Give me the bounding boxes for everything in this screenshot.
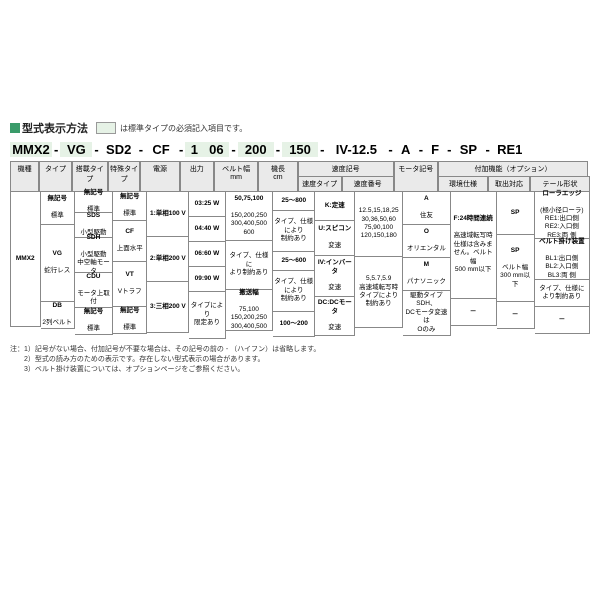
table-cell: VG蛇行レス — [41, 225, 75, 302]
model-seg: - — [274, 142, 282, 157]
table-cell: 03:25 W — [189, 192, 225, 217]
table-cell: 3:三相200 V — [147, 282, 189, 333]
table-cell: － — [451, 299, 497, 326]
table-cell: DB2列ベルト — [41, 302, 75, 329]
col-header: 出力 — [180, 161, 214, 192]
table-cell: 25～600 — [273, 252, 315, 271]
page-title: 型式表示方法 — [22, 120, 88, 136]
model-seg: VG — [60, 142, 92, 157]
note-2: 2）型式の読み方のための表示です。存在しない型式表示の場合があります。 — [10, 355, 590, 365]
model-seg: 1 — [185, 142, 203, 157]
table-cell: Oオリエンタル — [403, 225, 451, 258]
legend-text: は標準タイプの必須記入項目です。 — [120, 123, 247, 134]
table-cell: A住友 — [403, 192, 451, 225]
note-3: 3）ベルト掛け装置については、オプションページをご参照ください。 — [10, 365, 590, 375]
col-header: 機種 — [10, 161, 39, 192]
table-cell: Mパナソニック — [403, 258, 451, 291]
model-seg: - — [483, 142, 491, 157]
col-header: 速度番号 — [342, 176, 394, 192]
table-cell: 06:60 W — [189, 242, 225, 267]
model-seg: 150 — [282, 142, 318, 157]
table-cell: － — [535, 307, 590, 334]
col-header: 取出対応 — [488, 176, 530, 192]
table-cell: 04:40 W — [189, 217, 225, 242]
table-cell: SDH小型駆動中空軸モータ — [75, 238, 113, 273]
table-cell: 駆動タイプSDH、DCモータ変速はOのみ — [403, 291, 451, 336]
col-header: 付加機能（オプション） — [438, 161, 588, 176]
title-row: 型式表示方法 は標準タイプの必須記入項目です。 — [10, 120, 590, 136]
table-cell: VTVトラフ — [113, 262, 147, 307]
table-cell: CDUモータ上取付 — [75, 273, 113, 308]
model-seg: - — [177, 142, 185, 157]
table-cell: 無記号標準 — [113, 192, 147, 221]
col-header: 速度記号 — [298, 161, 394, 176]
table-cell: － — [497, 302, 535, 329]
table-cell: SP — [497, 192, 535, 235]
model-seg: F — [425, 142, 445, 157]
table-cell: F:24時間連続高速域転写時仕様は含みません。ベルト幅500 mm以下 — [451, 192, 497, 299]
table-cell: 1:単相100 V — [147, 192, 189, 237]
model-seg: - — [318, 142, 326, 157]
table-cell: SPベルト幅300 mm以下 — [497, 235, 535, 302]
model-seg: - — [137, 142, 145, 157]
model-code-row: MMX2-VG-SD2-CF-106-200-150-IV-12.5-A-F-S… — [10, 142, 590, 157]
col-header: 電源 — [140, 161, 179, 192]
table-cell: タイプ、仕様により制約あり — [273, 211, 315, 252]
col-header: 機長cm — [258, 161, 297, 192]
table-cell: ベルト掛け装置BL1:出口側BL2:入口側BL3:両 側 — [535, 239, 590, 280]
model-seg: CF — [145, 142, 177, 157]
model-seg: A — [395, 142, 417, 157]
header-row: 機種タイプ搭載タイプ特殊タイプ電源出力ベルト幅mm機長cm速度記号速度タイプ速度… — [10, 161, 590, 192]
table-cell: DC:DCモータ変速 — [315, 297, 355, 336]
legend-box — [96, 122, 116, 134]
table-cell: タイプ、仕様により制約あり — [535, 280, 590, 307]
table-cell: 無記号標準 — [75, 192, 113, 213]
table-cell: 09:90 W — [189, 267, 225, 292]
col-header: 環境仕様 — [438, 176, 488, 192]
col-header: ベルト幅mm — [214, 161, 258, 192]
table-cell: タイプにより限定あり — [189, 292, 225, 339]
table-cell: タイプ、仕様により制約あり — [226, 241, 274, 290]
col-header: タイプ — [39, 161, 72, 192]
col-header: 搭載タイプ — [72, 161, 108, 192]
table-cell: ローラエッジ(極小径ローラ)RE1:出口側RE2:入口側RE3:両 側 — [535, 192, 590, 239]
table-cell: 5,5.7,5.9高速域転写時タイプにより制約あり — [355, 257, 403, 328]
model-seg: - — [92, 142, 100, 157]
footnotes: 注：1）記号がない場合、付加記号が不要な場合は、その記号の前の - （ハイフン）… — [10, 345, 590, 374]
table-cell: K:定速 — [315, 192, 355, 221]
model-seg: - — [52, 142, 60, 157]
model-seg: 200 — [238, 142, 274, 157]
table-cell: U:スピコン変速 — [315, 221, 355, 256]
table-cell: MMX2 — [10, 192, 41, 327]
table-cell: CF上面水平 — [113, 221, 147, 262]
model-seg: SD2 — [101, 142, 137, 157]
table-cell: 100～200 — [273, 312, 315, 337]
col-header: モータ記号 — [394, 161, 438, 192]
model-seg: - — [386, 142, 394, 157]
table-cell: 2:単相200 V — [147, 237, 189, 282]
table-cell: 25～800 — [273, 192, 315, 211]
title-marker — [10, 123, 20, 133]
table-cell: 無記号標準 — [113, 307, 147, 334]
model-seg: - — [229, 142, 237, 157]
model-seg: - — [445, 142, 453, 157]
model-seg: - — [417, 142, 425, 157]
table-body: MMX2無記号標準VG蛇行レスDB2列ベルト無記号標準SDS小型駆動SDH小型駆… — [10, 192, 590, 339]
col-header: 速度タイプ — [298, 176, 342, 192]
col-header: 特殊タイプ — [108, 161, 141, 192]
model-seg: MMX2 — [10, 142, 52, 157]
table-cell: IV:インバータ変速 — [315, 256, 355, 297]
note-1: 注：1）記号がない場合、付加記号が不要な場合は、その記号の前の - （ハイフン）… — [10, 345, 590, 355]
model-seg: 06 — [203, 142, 229, 157]
table-cell: 無記号標準 — [75, 308, 113, 335]
table-cell: タイプ、仕様により制約あり — [273, 271, 315, 312]
table-cell: 50,75,100150,200,250300,400,500600 — [226, 192, 274, 241]
model-seg: IV-12.5 — [326, 142, 386, 157]
table-cell: 無記号標準 — [41, 192, 75, 225]
model-seg: SP — [453, 142, 483, 157]
table-cell: 12.5,15,18,2530,36,50,6075,90,100120,150… — [355, 192, 403, 257]
table-cell: 搬送幅75,100150,200,250300,400,500 — [226, 290, 274, 331]
model-seg: RE1 — [492, 142, 528, 157]
